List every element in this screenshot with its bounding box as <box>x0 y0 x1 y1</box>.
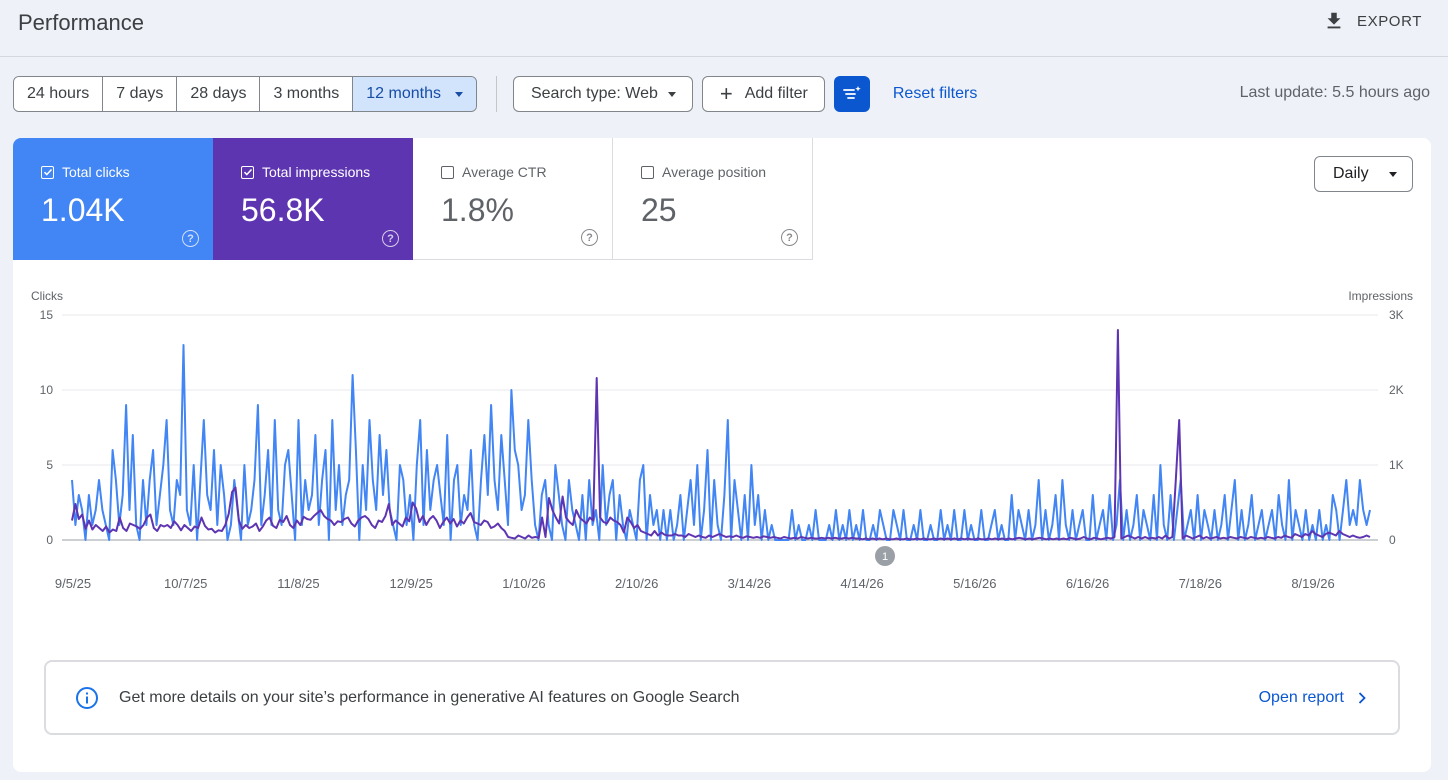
range-label: 28 days <box>190 85 247 102</box>
checkbox-checked-icon[interactable] <box>41 165 54 179</box>
metric-label: Total clicks <box>62 164 130 180</box>
search-type-dropdown[interactable]: Search type: Web <box>512 76 693 112</box>
range-label: 7 days <box>116 85 164 102</box>
download-icon <box>1327 12 1341 29</box>
checkbox-unchecked-icon[interactable] <box>641 165 654 179</box>
metric-average-position[interactable]: Average position 25 ? <box>613 138 813 260</box>
metric-total-clicks[interactable]: Total clicks 1.04K ? <box>13 138 213 260</box>
checkbox-checked-icon[interactable] <box>241 165 254 179</box>
range-label: 12 months <box>366 85 441 102</box>
page-header: Performance EXPORT <box>0 0 1448 57</box>
help-icon[interactable]: ? <box>781 229 798 246</box>
plus-icon: + <box>719 81 733 106</box>
metric-average-ctr[interactable]: Average CTR 1.8% ? <box>413 138 613 260</box>
metric-label: Average position <box>662 164 767 180</box>
chevron-right-icon <box>1358 691 1366 704</box>
dropdown-arrow-icon <box>454 91 463 97</box>
ai-filter-button[interactable] <box>833 76 870 112</box>
checkbox-unchecked-icon[interactable] <box>441 165 454 179</box>
add-filter-label: Add filter <box>744 85 808 102</box>
range-24-hours[interactable]: 24 hours <box>14 77 104 111</box>
metric-label: Total impressions <box>262 164 371 180</box>
range-7-days[interactable]: 7 days <box>103 77 178 111</box>
search-type-label: Search type: Web <box>530 85 658 102</box>
ai-features-banner: Get more details on your site’s performa… <box>44 660 1400 735</box>
help-icon[interactable]: ? <box>182 230 199 247</box>
open-report-link[interactable]: Open report <box>1259 689 1366 707</box>
metric-total-impressions[interactable]: Total impressions 56.8K ? <box>213 138 413 260</box>
filter-bar: 24 hours 7 days 28 days 3 months 12 mont… <box>13 76 977 112</box>
range-28-days[interactable]: 28 days <box>177 77 261 111</box>
divider <box>495 76 497 112</box>
help-icon[interactable]: ? <box>581 229 598 246</box>
metric-value: 56.8K <box>241 192 325 228</box>
help-icon[interactable]: ? <box>382 230 399 247</box>
range-12-months[interactable]: 12 months <box>353 77 476 111</box>
metric-value: 1.8% <box>441 192 514 228</box>
last-update-text: Last update: 5.5 hours ago <box>1239 84 1430 101</box>
range-label: 3 months <box>273 85 340 102</box>
export-label: EXPORT <box>1356 12 1422 30</box>
metric-label: Average CTR <box>462 164 547 180</box>
date-range-selector: 24 hours 7 days 28 days 3 months 12 mont… <box>13 76 477 112</box>
add-filter-button[interactable]: + Add filter <box>701 76 825 112</box>
metric-value: 25 <box>641 192 677 228</box>
dropdown-arrow-icon <box>1389 171 1397 177</box>
info-icon <box>76 686 98 709</box>
sparkle-filter-icon <box>842 86 861 99</box>
granularity-dropdown[interactable]: Daily <box>1314 156 1413 192</box>
metric-tiles: Total clicks 1.04K ? Total impressions 5… <box>13 138 813 260</box>
range-label: 24 hours <box>27 85 90 102</box>
reset-filters-link[interactable]: Reset filters <box>892 85 978 102</box>
banner-text: Get more details on your site’s performa… <box>119 688 740 706</box>
dropdown-arrow-icon <box>667 91 676 97</box>
export-button[interactable]: EXPORT <box>1323 10 1422 32</box>
range-3-months[interactable]: 3 months <box>260 77 354 111</box>
page-title: Performance <box>18 10 144 35</box>
metric-value: 1.04K <box>41 192 125 228</box>
open-report-label: Open report <box>1258 688 1344 706</box>
granularity-label: Daily <box>1333 165 1369 182</box>
